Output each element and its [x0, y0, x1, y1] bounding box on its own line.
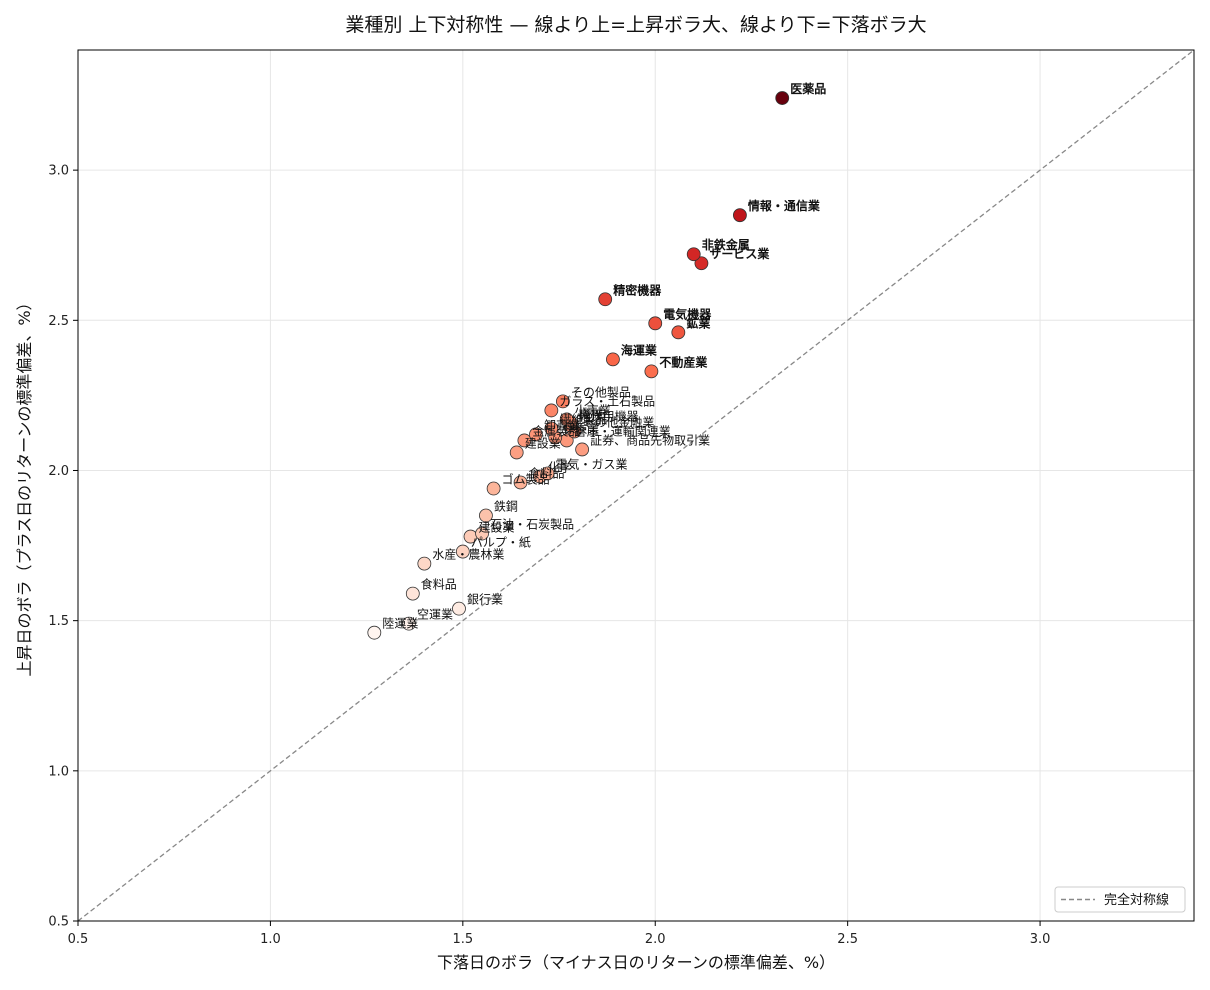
chart-title: 業種別 上下対称性 — 線より上=上昇ボラ大、線より下=下落ボラ大 [345, 14, 926, 36]
point-label: その他金融業 [582, 414, 654, 429]
x-tick-label: 0.5 [68, 932, 89, 947]
data-point [606, 352, 620, 367]
y-tick-label: 3.0 [48, 164, 69, 179]
point-label: 化学 [548, 459, 572, 474]
data-point [452, 601, 466, 616]
plot-frame [77, 49, 1195, 922]
x-tick-label: 1.5 [452, 932, 473, 947]
data-point [644, 364, 659, 379]
data-point [555, 394, 570, 409]
x-tick-label: 3.0 [1030, 932, 1051, 947]
point-label: サービス業 [709, 246, 770, 261]
point-label: 証券、商品先物取引業 [590, 432, 710, 447]
point-label: 鉄鋼 [494, 499, 518, 514]
point-label: 水産・農林業 [432, 547, 504, 562]
y-tick-label: 1.0 [48, 764, 69, 779]
data-point [671, 325, 686, 340]
symmetry-line [77, 49, 1195, 922]
y-tick-label: 1.5 [48, 614, 69, 629]
data-point [405, 586, 420, 601]
x-axis-label: 下落日のボラ（マイナス日のリターンの標準偏差、%） [437, 953, 835, 972]
data-point [598, 292, 613, 307]
data-point [509, 445, 524, 460]
data-point [686, 247, 701, 262]
point-label: パルプ・紙 [471, 535, 531, 550]
axis-ticks: 0.5 1.0 1.5 2.0 2.5 3.0 0.5 1.0 1.5 2.0 2.5 3.0 [48, 164, 1050, 947]
point-label: 医薬品 [790, 81, 826, 96]
data-point [475, 526, 489, 541]
data-point [479, 508, 493, 523]
point-label: 輸送用機器 [579, 408, 639, 423]
point-label: 空運業 [417, 608, 453, 622]
data-point [733, 208, 747, 223]
point-label: 鉱業 [686, 315, 711, 330]
legend: 完全対称線 [1054, 886, 1186, 913]
point-label: 石油・石炭製品 [490, 518, 574, 532]
point-label: 保険業 [563, 421, 599, 435]
data-point [486, 481, 501, 496]
data-point [517, 433, 532, 448]
data-point [648, 316, 663, 331]
point-label: 卸売業 [544, 417, 580, 432]
data-point [367, 625, 382, 640]
point-label: ゴム製品 [502, 472, 550, 487]
data-point [455, 544, 470, 559]
point-label: 海運業 [621, 342, 658, 357]
point-label: 繊維製品 [559, 412, 607, 426]
point-label: 銀行業 [467, 593, 503, 607]
data-point [513, 475, 528, 490]
point-label: 小売業 [575, 402, 611, 417]
legend-entry: 完全対称線 [1104, 892, 1169, 908]
y-axis-label: 上昇日のボラ（プラス日のリターンの標準偏差、%） [15, 294, 34, 676]
legend-box [1054, 886, 1186, 913]
point-label: 建設業 [525, 435, 561, 450]
y-tick-label: 2.5 [48, 314, 69, 329]
point-label: 建設業 [479, 520, 515, 535]
data-point [544, 403, 559, 418]
data-point [775, 91, 790, 105]
y-tick-label: 0.5 [48, 915, 69, 930]
point-label: 食料品 [421, 577, 457, 592]
point-label: 機械 [579, 405, 603, 420]
data-point [540, 466, 555, 481]
point-label: 金属製品 [532, 423, 580, 438]
data-point [559, 412, 574, 427]
x-tick-label: 2.5 [837, 932, 858, 947]
data-point [402, 616, 416, 631]
point-label: その他製品 [571, 385, 631, 399]
point-label: 陸運業 [382, 617, 418, 631]
data-point [575, 442, 590, 457]
data-point [417, 556, 432, 571]
symmetry-line-group [77, 49, 1195, 922]
point-label: 非鉄金属 [702, 237, 750, 252]
y-tick-label: 2.0 [48, 464, 69, 479]
data-point [529, 427, 543, 442]
data-point [544, 421, 559, 436]
point-label: 食料品 [529, 465, 565, 480]
x-tick-label: 1.0 [260, 932, 281, 947]
point-label: 精密機器 [613, 282, 662, 297]
x-tick-label: 2.0 [645, 932, 666, 947]
point-label: 電気・ガス業 [555, 456, 627, 471]
point-label: 情報・通信業 [748, 198, 821, 213]
point-label: ガラス・土石製品 [559, 394, 655, 408]
data-points [367, 91, 790, 640]
point-label: 倉庫・運輸関連業 [575, 423, 671, 438]
point-label: 電気機器 [663, 306, 712, 321]
point-label: 不動産業 [659, 354, 708, 369]
data-point [694, 256, 709, 271]
point-labels: 医薬品情報・通信業非鉄金属サービス業精密機器電気機器鉱業海運業不動産業その他製品… [382, 81, 826, 631]
